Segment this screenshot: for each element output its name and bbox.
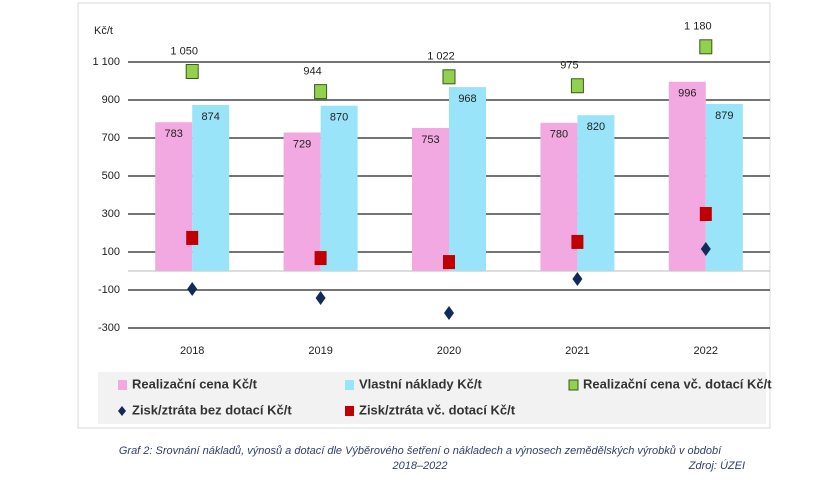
marker-value-label: 1 180 <box>684 21 712 33</box>
square-marker <box>442 69 456 85</box>
bar-value-label: 870 <box>330 112 348 124</box>
legend-label: Zisk/ztráta bez dotací Kč/t <box>132 402 292 417</box>
caption: 2018–2022 <box>391 460 447 472</box>
y-tick-label: 100 <box>102 246 120 258</box>
legend-box <box>98 372 766 424</box>
square-marker <box>185 64 199 79</box>
marker-value-label: 944 <box>303 66 321 78</box>
square-marker <box>699 207 712 221</box>
diamond-marker <box>315 290 326 305</box>
marker-value-label: 1 022 <box>427 51 455 63</box>
square-marker <box>314 251 327 266</box>
bar <box>577 115 615 271</box>
bar <box>155 122 193 271</box>
bar-value-label: 753 <box>421 134 439 146</box>
diamond-marker <box>187 282 198 297</box>
bar <box>192 104 230 271</box>
bar-value-label: 879 <box>715 110 733 122</box>
legend-label: Vlastní náklady Kč/t <box>359 376 482 391</box>
y-tick-label: -100 <box>98 284 120 296</box>
bar <box>320 105 358 271</box>
y-tick-label: 500 <box>102 170 120 182</box>
x-tick-label: 2018 <box>180 345 204 357</box>
y-tick-label: 300 <box>102 208 120 220</box>
legend-label: Zisk/ztráta vč. dotací Kč/t <box>359 402 516 417</box>
square-marker <box>443 255 455 270</box>
square-marker <box>186 230 199 245</box>
legend-swatch <box>568 379 579 391</box>
square-marker <box>699 39 713 55</box>
marker-value-label: 1 050 <box>170 45 198 57</box>
legend-swatch <box>345 406 354 416</box>
bar <box>540 122 578 271</box>
y-tick-label: 700 <box>102 132 120 144</box>
legend-label: Realizační cena vč. dotací Kč/t <box>583 376 772 391</box>
square-marker <box>571 234 584 249</box>
x-tick-label: 2021 <box>565 345 589 357</box>
x-tick-label: 2022 <box>694 345 718 357</box>
bar <box>412 127 449 272</box>
y-tick-label: -300 <box>98 322 120 334</box>
bar-value-label: 780 <box>550 129 568 141</box>
bar <box>668 81 706 271</box>
bar <box>449 87 486 271</box>
square-marker <box>314 84 328 100</box>
diamond-marker <box>444 305 454 320</box>
bar-value-label: 996 <box>678 88 696 100</box>
bar-value-label: 968 <box>458 93 476 105</box>
x-tick-label: 2019 <box>308 345 332 357</box>
bar <box>705 103 743 272</box>
square-marker <box>570 78 584 94</box>
bar-value-label: 783 <box>165 128 183 140</box>
legend-swatch <box>118 380 127 390</box>
legend-swatch <box>345 380 354 390</box>
diamond-marker <box>700 241 711 256</box>
bar <box>283 132 321 271</box>
x-tick-label: 2020 <box>437 345 461 357</box>
legend-label: Realizační cena Kč/t <box>132 376 258 391</box>
y-tick-label: 900 <box>102 94 120 106</box>
bar-value-label: 729 <box>293 138 311 150</box>
caption: Graf 2: Srovnání nákladů, výnosů a dotac… <box>119 445 722 457</box>
diamond-marker <box>572 271 583 286</box>
y-tick-label: 1 100 <box>92 56 120 68</box>
y-unit-label: Kč/t <box>94 25 113 37</box>
bar-value-label: 874 <box>202 111 220 123</box>
marker-value-label: 975 <box>560 60 578 72</box>
bar-value-label: 820 <box>587 121 605 133</box>
legend-swatch <box>118 406 126 416</box>
source: Zdroj: ÚZEI <box>688 459 745 472</box>
